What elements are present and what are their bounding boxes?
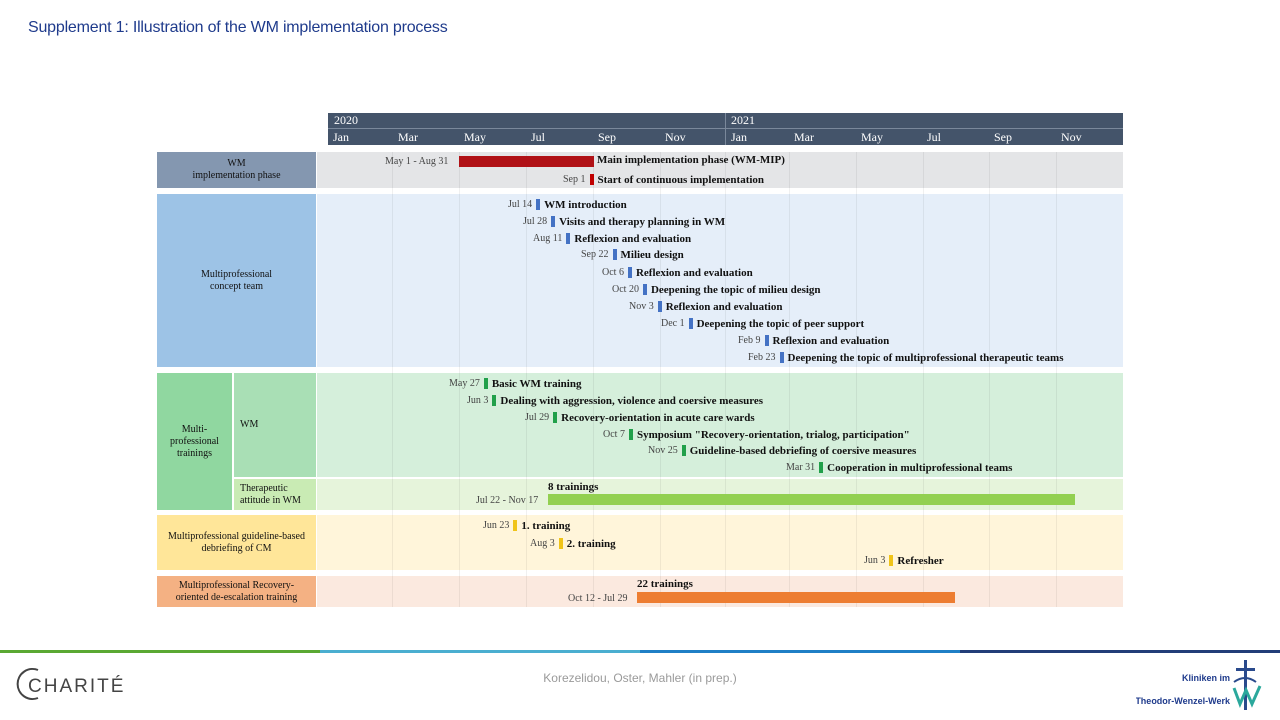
phase-event: Sep 1 Start of continuous implementation [563,173,765,186]
phase-bar [459,156,594,167]
svg-text:Kliniken im: Kliniken im [1182,673,1230,683]
month-label: Mar [398,130,418,144]
month-label: Sep [598,130,616,144]
year-label-2020: 2020 [334,113,358,127]
month-label: Jan [731,130,747,144]
concept-event: Jul 28 Visits and therapy planning in WM [523,215,726,228]
phase-bar-date: May 1 - Aug 31 [385,156,449,167]
group-label-concept-team: Multiprofessional concept team [157,194,316,367]
therapeutic-bar-date: Jul 22 - Nov 17 [476,495,539,506]
month-label: Sep [994,130,1012,144]
month-label: May [464,130,486,144]
footer-line-cyan [320,650,640,653]
training-event: May 27 Basic WM training [449,377,582,390]
theodor-wenzel-werk-logo: Kliniken im Theodor-Wenzel-Werk [1135,658,1266,714]
concept-event: Feb 23 Deepening the topic of multiprofes… [748,351,1064,364]
band-trainings-wm [317,373,1123,477]
month-label: Jul [927,130,942,144]
band-concept-team [317,194,1123,367]
month-label: May [861,130,883,144]
month-label: Jul [531,130,546,144]
training-event: Jun 3 Dealing with aggression, violence a… [467,394,764,407]
concept-event: Oct 6 Reflexion and evaluation [602,266,753,279]
group-label-trainings-therapeutic: Therapeutic attitude in WM [234,479,316,510]
deescalation-bar-date: Oct 12 - Jul 29 [568,593,628,604]
training-event: Oct 7 Symposium "Recovery-orientation, tr… [603,428,910,441]
therapeutic-bar [548,494,1075,505]
month-label: Nov [665,130,686,144]
month-label: Mar [794,130,814,144]
concept-event: Aug 11 Reflexion and evaluation [533,232,692,245]
year-label-2021: 2021 [731,113,755,127]
group-label-debriefing: Multiprofessional guideline-based debrie… [157,515,316,570]
deescalation-bar-label: 22 trainings [637,578,693,590]
band-wm-phase [317,152,1123,188]
concept-event: Jul 14 WM introduction [508,198,627,211]
training-event: Mar 31 Cooperation in multiprofessional t… [786,461,1013,474]
band-debriefing [317,515,1123,570]
svg-text:CHARITÉ: CHARITÉ [28,676,125,697]
month-label: Jan [333,130,349,144]
concept-event: Feb 9 Reflexion and evaluation [738,334,890,347]
debriefing-event: Jun 23 1. training [483,519,571,532]
footer-line-navy [960,650,1280,653]
charite-logo: CHARITÉ [16,664,126,704]
concept-event: Oct 20 Deepening the topic of milieu desi… [612,283,821,296]
therapeutic-bar-label: 8 trainings [548,481,599,493]
debriefing-event: Jun 3 Refresher [864,554,944,567]
training-event: Nov 25 Guideline-based debriefing of coer… [648,444,917,457]
debriefing-event: Aug 3 2. training [530,537,616,550]
page-title: Supplement 1: Illustration of the WM imp… [28,19,448,36]
training-event: Jul 29 Recovery-orientation in acute care… [525,411,755,424]
group-label-trainings-wm: WM [234,373,316,477]
group-label-wm-phase: WM implementation phase [157,152,316,188]
concept-event: Nov 3 Reflexion and evaluation [629,300,783,313]
footer-line-blue [640,650,960,653]
phase-bar-label: Main implementation phase (WM-MIP) [597,154,785,166]
concept-event: Sep 22 Milieu design [581,248,684,261]
citation: Korezelidou, Oster, Mahler (in prep.) [543,671,737,685]
footer-line-green [0,650,320,653]
month-label: Nov [1061,130,1082,144]
group-label-deescalation: Multiprofessional Recovery- oriented de-… [157,576,316,607]
timeline-header: 2020 2021 Jan Mar May Jul Sep Nov Jan Ma… [328,113,1123,145]
svg-text:Theodor-Wenzel-Werk: Theodor-Wenzel-Werk [1136,696,1231,706]
group-label-trainings: Multi- professional trainings [157,373,232,510]
concept-event: Dec 1 Deepening the topic of peer support [661,317,865,330]
deescalation-bar [637,592,955,603]
